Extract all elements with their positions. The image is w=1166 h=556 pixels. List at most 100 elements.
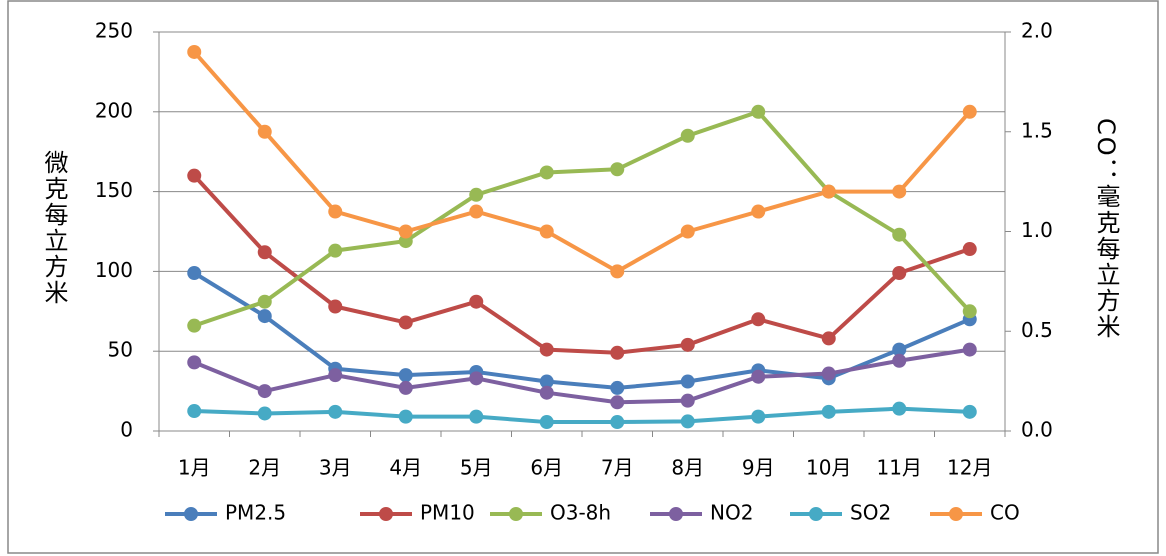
y2-tick-label: 2.0 [1021, 19, 1053, 43]
data-point [892, 342, 907, 357]
x-tick-label: 7月 [601, 456, 634, 480]
data-point [539, 224, 554, 239]
data-point [892, 353, 907, 368]
data-point [610, 380, 625, 395]
x-tick-label: 8月 [671, 456, 704, 480]
data-point [328, 404, 343, 419]
data-point [610, 415, 625, 430]
y2-tick-label: 1.5 [1021, 118, 1053, 142]
data-point [187, 44, 202, 59]
data-point [680, 128, 695, 143]
data-point [328, 243, 343, 258]
data-point [398, 315, 413, 330]
x-tick-label: 3月 [319, 456, 352, 480]
data-point [962, 342, 977, 357]
data-point [187, 318, 202, 333]
x-tick-label: 4月 [389, 456, 422, 480]
data-point [821, 404, 836, 419]
data-point [610, 345, 625, 360]
data-point [257, 124, 272, 139]
data-point [257, 245, 272, 260]
y2-tick-label: 0.5 [1021, 318, 1053, 342]
data-point [187, 404, 202, 419]
x-tick-label: 1月 [178, 456, 211, 480]
data-point [328, 299, 343, 314]
data-point [469, 204, 484, 219]
legend-marker [184, 507, 198, 521]
legend-label: O3-8h [550, 501, 611, 525]
data-point [469, 294, 484, 309]
data-point [610, 162, 625, 177]
data-point [328, 368, 343, 383]
data-point [751, 369, 766, 384]
data-point [680, 393, 695, 408]
data-point [680, 337, 695, 352]
data-point [398, 224, 413, 239]
data-point [187, 355, 202, 370]
data-point [751, 312, 766, 327]
series-line [194, 406, 970, 425]
data-point [539, 385, 554, 400]
x-tick-label: 2月 [248, 456, 281, 480]
data-point [610, 264, 625, 279]
y-tick-label: 200 [95, 98, 133, 122]
data-point [962, 404, 977, 419]
y2-tick-label: 1.0 [1021, 218, 1053, 242]
data-point [469, 371, 484, 386]
data-point [892, 184, 907, 199]
x-tick-label: 12月 [947, 456, 992, 480]
x-tick-label: 9月 [742, 456, 775, 480]
legend-label: NO2 [710, 501, 753, 525]
data-point [962, 304, 977, 319]
y-tick-label: 100 [95, 258, 133, 282]
series-line [193, 271, 971, 390]
data-point [680, 224, 695, 239]
x-tick-label: 6月 [530, 456, 563, 480]
data-point [539, 165, 554, 180]
legend-label: PM10 [420, 501, 475, 525]
data-point [892, 227, 907, 242]
data-point [962, 242, 977, 257]
legend-marker [509, 507, 523, 521]
series-line [193, 109, 972, 328]
data-point [751, 104, 766, 119]
data-point [187, 265, 202, 280]
y-tick-label: 0 [120, 418, 133, 442]
series-line [192, 50, 972, 274]
data-point [680, 414, 695, 429]
data-point [821, 366, 836, 381]
series-line [193, 347, 971, 405]
data-point [610, 395, 625, 410]
data-point [962, 104, 977, 119]
data-point [257, 309, 272, 324]
x-tick-label: 5月 [460, 456, 493, 480]
data-point [539, 374, 554, 389]
y-tick-label: 250 [95, 19, 133, 43]
legend-marker [809, 507, 823, 521]
data-point [257, 406, 272, 421]
y-axis-label: 微克每立方米 [40, 150, 68, 306]
y-tick-label: 50 [108, 338, 133, 362]
data-point [469, 409, 484, 424]
data-point [821, 331, 836, 346]
y2-axis-label: CO：毫克每立方米 [1092, 118, 1120, 340]
data-point [398, 368, 413, 383]
data-point [539, 342, 554, 357]
x-tick-label: 11月 [877, 456, 922, 480]
data-point [821, 184, 836, 199]
y2-tick-label: 0.0 [1021, 418, 1053, 442]
legend-marker [949, 507, 963, 521]
x-tick-label: 10月 [806, 456, 851, 480]
data-point [539, 415, 554, 430]
legend-label: CO [990, 501, 1020, 525]
data-point [257, 384, 272, 399]
data-point [469, 187, 484, 202]
data-point [751, 204, 766, 219]
data-point [892, 401, 907, 416]
series-line [192, 174, 971, 355]
data-point [892, 265, 907, 280]
y-tick-label: 150 [95, 178, 133, 202]
legend-marker [379, 507, 393, 521]
